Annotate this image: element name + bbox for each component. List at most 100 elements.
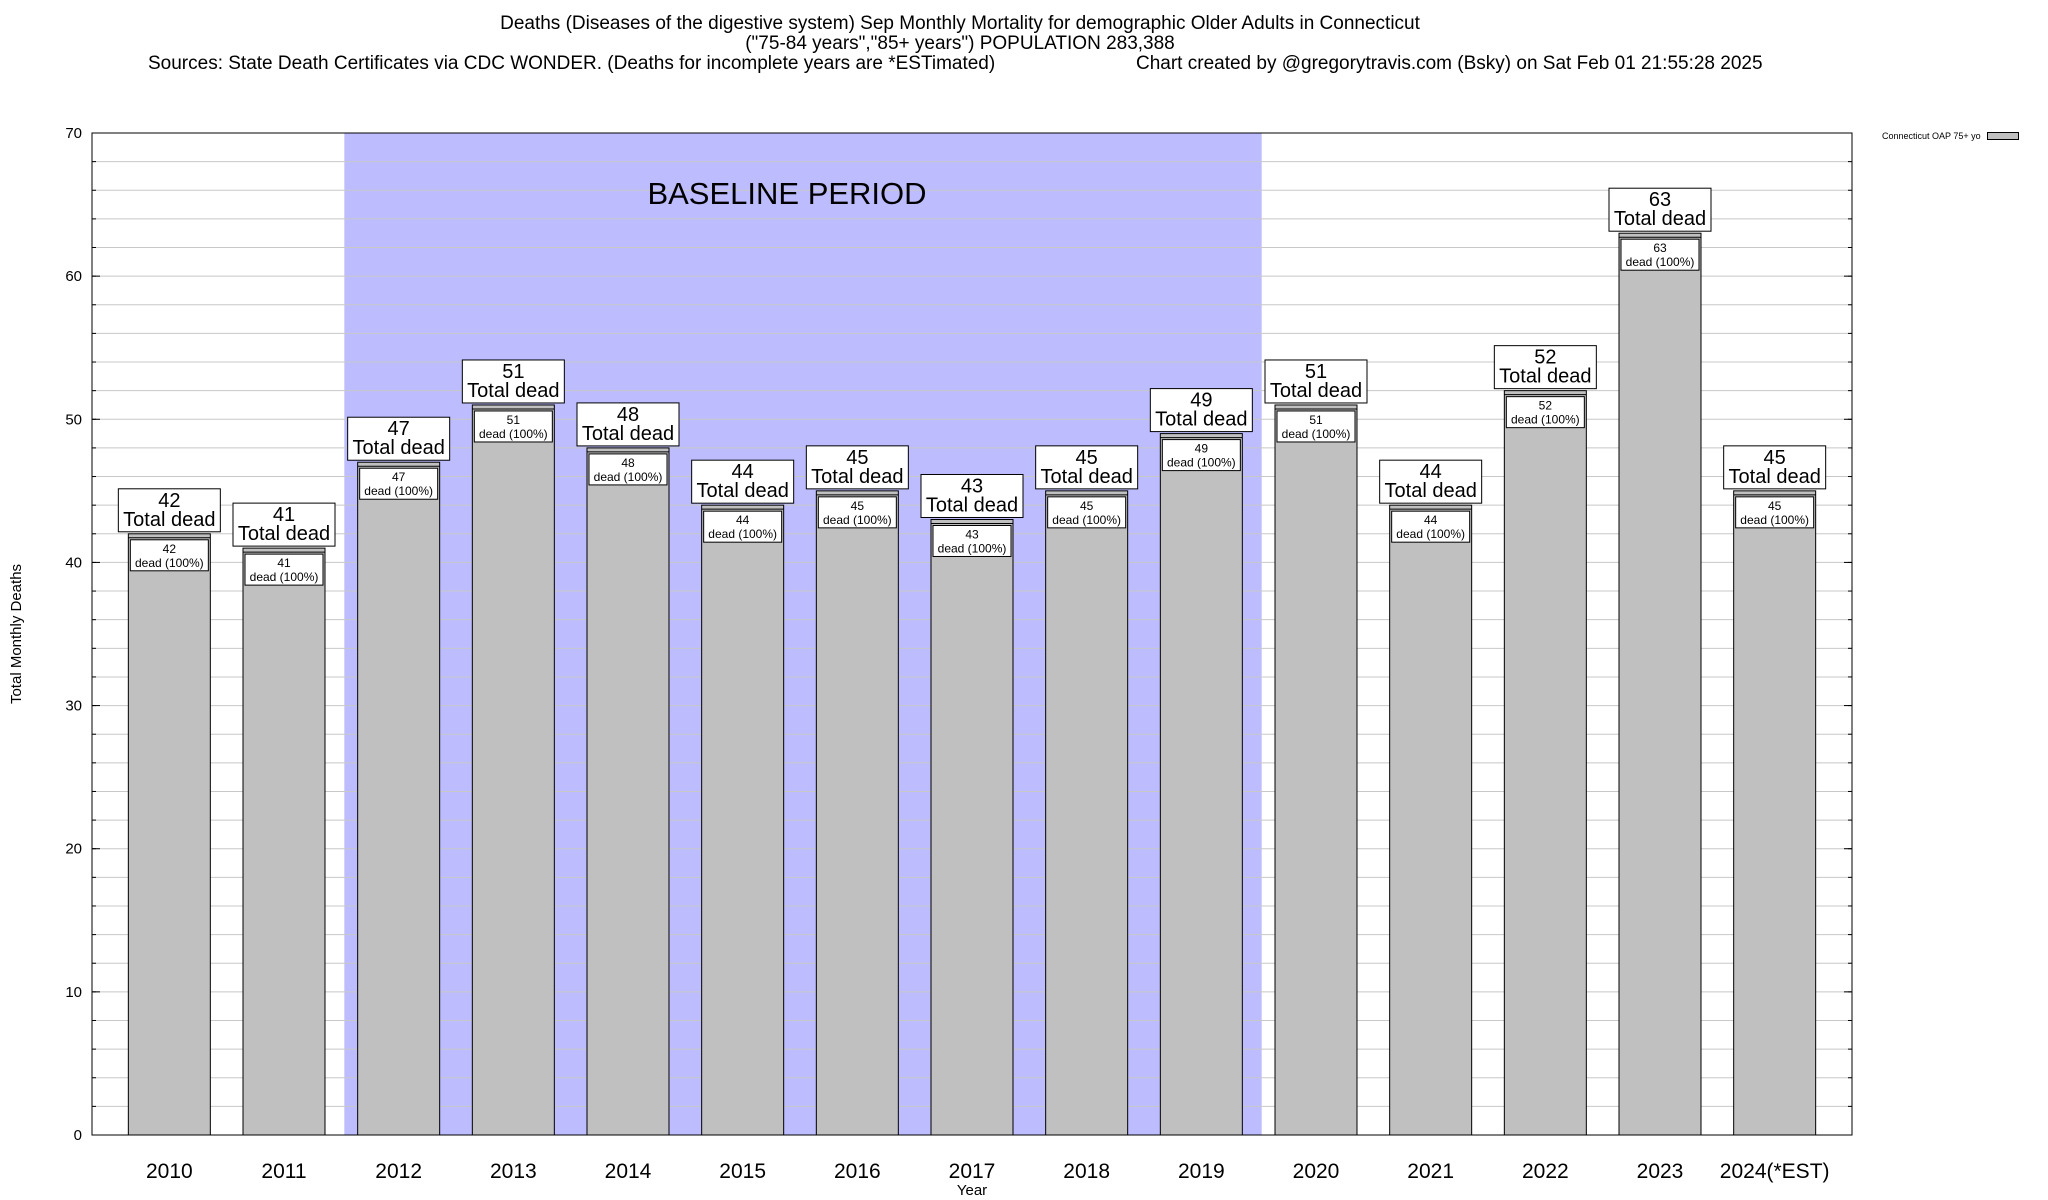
bar-inner-value: 51 bbox=[1309, 413, 1323, 427]
bar-inner-label: dead (100%) bbox=[479, 427, 548, 441]
legend: Connecticut OAP 75+ yo bbox=[1882, 131, 2019, 141]
bar-inner-value: 52 bbox=[1539, 399, 1553, 413]
bar bbox=[586, 447, 670, 1136]
total-label-value: 45 bbox=[1764, 447, 1786, 469]
x-tick-label: 2013 bbox=[490, 1160, 537, 1183]
bar-inner-label-box bbox=[1735, 496, 1815, 529]
bar-inner-label-box bbox=[359, 467, 439, 500]
total-label-text: Total dead bbox=[1729, 466, 1821, 488]
total-label-box bbox=[1723, 445, 1827, 490]
bar-inner-label-box bbox=[1391, 510, 1471, 543]
bar-inner-label: dead (100%) bbox=[823, 513, 892, 527]
bar-inner-label: dead (100%) bbox=[1282, 427, 1351, 441]
total-label-box bbox=[1608, 187, 1712, 232]
total-label-box bbox=[232, 502, 336, 547]
bar-inner-label-box bbox=[1047, 496, 1127, 529]
bar-inner-label-box bbox=[1620, 238, 1700, 271]
total-label-text: Total dead bbox=[353, 437, 445, 459]
bar-inner-label: dead (100%) bbox=[594, 470, 663, 484]
bar bbox=[357, 461, 441, 1136]
total-label-value: 47 bbox=[388, 418, 410, 440]
y-tick-label: 40 bbox=[65, 554, 82, 571]
bar-inner-value: 44 bbox=[1424, 513, 1438, 527]
total-label-box bbox=[1264, 359, 1368, 404]
bar bbox=[1274, 404, 1358, 1136]
bar-inner-label: dead (100%) bbox=[1740, 513, 1809, 527]
total-label-box bbox=[117, 488, 221, 533]
bar-inner-label-box bbox=[129, 539, 209, 572]
bar-inner-label-box bbox=[473, 410, 553, 443]
total-label-value: 49 bbox=[1190, 390, 1212, 412]
bar-inner-label: dead (100%) bbox=[938, 541, 1007, 555]
bar-inner-label: dead (100%) bbox=[250, 570, 319, 584]
total-label-value: 52 bbox=[1534, 347, 1556, 369]
total-label-value: 51 bbox=[1305, 361, 1327, 383]
bar bbox=[930, 518, 1014, 1136]
x-tick-label: 2010 bbox=[146, 1160, 193, 1183]
bar bbox=[701, 504, 785, 1136]
total-label-text: Total dead bbox=[238, 523, 330, 545]
total-label-text: Total dead bbox=[1385, 480, 1477, 502]
bar-inner-label-box bbox=[817, 496, 897, 529]
x-tick-label: 2012 bbox=[375, 1160, 422, 1183]
bar-inner-label: dead (100%) bbox=[1511, 413, 1580, 427]
bar-inner-label: dead (100%) bbox=[1052, 513, 1121, 527]
y-tick-label: 70 bbox=[65, 125, 82, 142]
bar-inner-label: dead (100%) bbox=[135, 556, 204, 570]
bar-inner-value: 41 bbox=[277, 556, 291, 570]
total-label-value: 45 bbox=[1076, 447, 1098, 469]
total-label-value: 45 bbox=[846, 447, 868, 469]
total-label-text: Total dead bbox=[1041, 466, 1133, 488]
bar bbox=[1733, 490, 1817, 1136]
bar-inner-label: dead (100%) bbox=[364, 484, 433, 498]
total-label-text: Total dead bbox=[467, 380, 559, 402]
bar bbox=[1159, 433, 1243, 1136]
bar-inner-label-box bbox=[1505, 396, 1585, 429]
x-tick-label: 2023 bbox=[1637, 1160, 1684, 1183]
total-label-value: 43 bbox=[961, 475, 983, 497]
total-label-text: Total dead bbox=[1155, 409, 1247, 431]
x-tick-label: 2024(*EST) bbox=[1720, 1160, 1830, 1183]
bar bbox=[1618, 232, 1702, 1136]
x-tick-label: 2017 bbox=[949, 1160, 996, 1183]
bar-inner-label-box bbox=[703, 510, 783, 543]
legend-label: Connecticut OAP 75+ yo bbox=[1882, 131, 1981, 141]
y-axis-label: Total Monthly Deaths bbox=[8, 564, 25, 704]
total-label-box bbox=[691, 459, 795, 504]
total-label-value: 51 bbox=[502, 361, 524, 383]
x-tick-label: 2014 bbox=[605, 1160, 652, 1183]
y-tick-label: 0 bbox=[74, 1127, 82, 1144]
total-label-value: 44 bbox=[732, 461, 754, 483]
total-label-value: 44 bbox=[1420, 461, 1442, 483]
bar-inner-value: 45 bbox=[1080, 499, 1094, 513]
bar-inner-label-box bbox=[588, 453, 668, 486]
y-tick-label: 10 bbox=[65, 984, 82, 1001]
bar-inner-label: dead (100%) bbox=[1167, 456, 1236, 470]
chart-credit: Chart created by @gregorytravis.com (Bsk… bbox=[1136, 53, 1763, 74]
bar-inner-value: 47 bbox=[392, 470, 406, 484]
y-tick-label: 50 bbox=[65, 411, 82, 428]
total-label-text: Total dead bbox=[811, 466, 903, 488]
bar-inner-value: 42 bbox=[163, 542, 177, 556]
bar-inner-label-box bbox=[1161, 439, 1241, 472]
total-label-box bbox=[805, 445, 909, 490]
total-label-text: Total dead bbox=[1499, 366, 1591, 388]
bar-inner-value: 48 bbox=[621, 456, 635, 470]
total-label-box bbox=[461, 359, 565, 404]
total-label-text: Total dead bbox=[582, 423, 674, 445]
bar bbox=[1045, 490, 1129, 1136]
total-label-box bbox=[1493, 345, 1597, 390]
bar bbox=[127, 533, 211, 1136]
bar-inner-label-box bbox=[932, 524, 1012, 557]
bar-inner-label: dead (100%) bbox=[1396, 527, 1465, 541]
x-tick-label: 2018 bbox=[1063, 1160, 1110, 1183]
total-label-text: Total dead bbox=[1614, 208, 1706, 230]
total-label-text: Total dead bbox=[123, 509, 215, 531]
bar bbox=[1389, 504, 1473, 1136]
bar bbox=[815, 490, 899, 1136]
x-tick-label: 2022 bbox=[1522, 1160, 1569, 1183]
bar-inner-label-box bbox=[1276, 410, 1356, 443]
total-label-text: Total dead bbox=[1270, 380, 1362, 402]
bar bbox=[471, 404, 555, 1136]
